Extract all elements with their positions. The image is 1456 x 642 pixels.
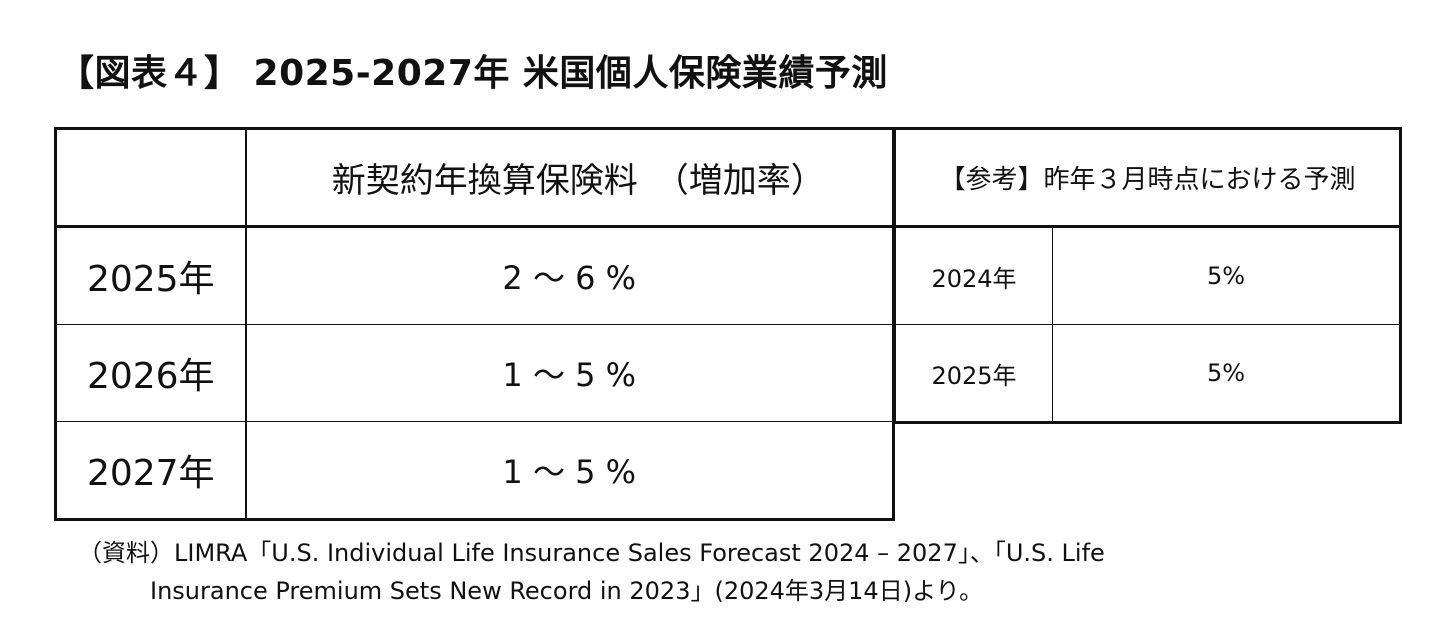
forecast-value-cell: 1 ～ 5 % <box>245 421 894 520</box>
table-row: 2025年 2 ～ 6 % <box>55 226 894 325</box>
reference-table-header-row: 【参考】昨年３月時点における予測 <box>893 128 1402 228</box>
forecast-value-cell: 1 ～ 5 % <box>245 324 894 422</box>
reference-year-cell: 2025年 <box>894 324 1053 423</box>
forecast-year-cell: 2026年 <box>55 324 247 422</box>
forecast-year-cell: 2027年 <box>55 421 247 520</box>
forecast-table-corner-cell <box>55 128 247 228</box>
reference-value-cell: 5% <box>1051 324 1402 423</box>
forecast-table-header-row: 新契約年換算保険料 （増加率） <box>55 128 894 228</box>
table-row: 2027年 1 ～ 5 % <box>55 421 894 520</box>
forecast-table: 新契約年換算保険料 （増加率） 2025年 2 ～ 6 % 2026年 1 ～ … <box>54 127 895 521</box>
reference-value-cell: 5% <box>1051 226 1402 325</box>
page-title: 【図表４】 2025-2027年 米国個人保険業績予測 <box>58 53 888 94</box>
reference-table-header: 【参考】昨年３月時点における予測 <box>893 128 1402 228</box>
source-note: （資料）LIMRA「U.S. Individual Life Insurance… <box>78 534 1105 610</box>
reference-table: 【参考】昨年３月時点における予測 2024年 5% 2025年 5% <box>893 127 1403 424</box>
forecast-year-cell: 2025年 <box>55 226 247 325</box>
forecast-table-header: 新契約年換算保険料 （増加率） <box>245 128 894 228</box>
reference-year-cell: 2024年 <box>894 226 1053 325</box>
forecast-value-cell: 2 ～ 6 % <box>245 226 894 325</box>
table-row: 2025年 5% <box>894 324 1402 423</box>
source-note-line-1: （資料）LIMRA「U.S. Individual Life Insurance… <box>78 539 1105 567</box>
source-note-line-2: Insurance Premium Sets New Record in 202… <box>150 577 984 605</box>
table-row: 2026年 1 ～ 5 % <box>55 324 894 422</box>
table-row: 2024年 5% <box>894 226 1402 325</box>
